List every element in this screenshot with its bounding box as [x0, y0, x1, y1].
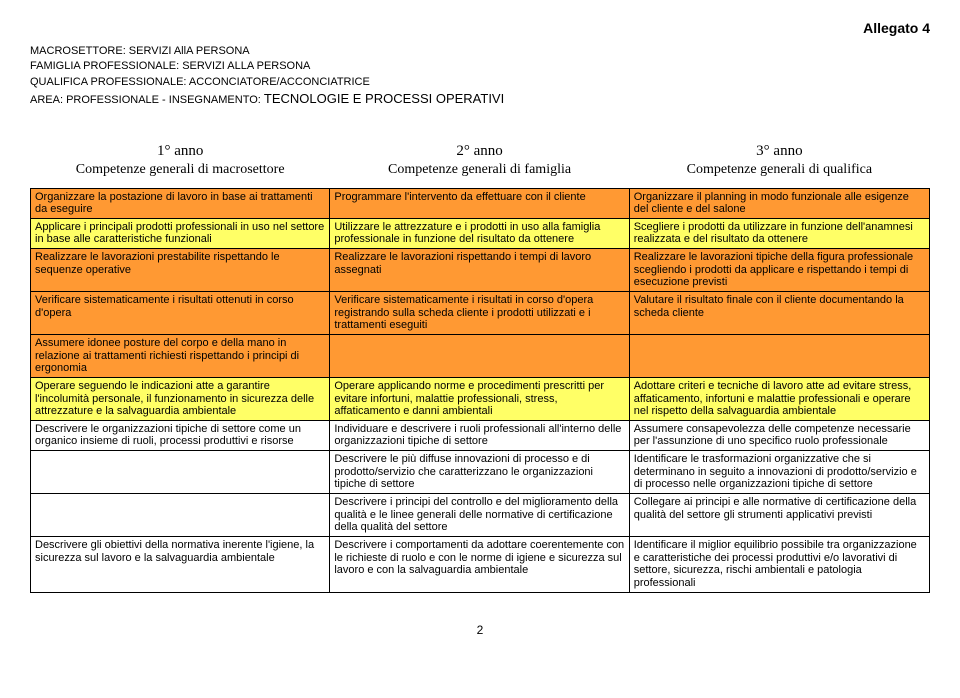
table-cell: Descrivere le più diffuse innovazioni di…: [330, 451, 629, 494]
table-cell: [629, 334, 929, 377]
table-cell: Realizzare le lavorazioni tipiche della …: [629, 249, 929, 292]
table-row: Descrivere le più diffuse innovazioni di…: [31, 451, 930, 494]
th-comp2: Competenze generali di famiglia: [330, 162, 629, 189]
table-row: Verificare sistematicamente i risultati …: [31, 292, 930, 335]
table-cell: Assumere consapevolezza delle competenze…: [629, 420, 929, 450]
table-row: Realizzare le lavorazioni prestabilite r…: [31, 249, 930, 292]
table-cell: Valutare il risultato finale con il clie…: [629, 292, 929, 335]
table-body: Organizzare la postazione di lavoro in b…: [31, 188, 930, 592]
table-cell: Utilizzare le attrezzature e i prodotti …: [330, 218, 629, 248]
area-prefix: AREA: PROFESSIONALE - INSEGNAMENTO:: [30, 94, 264, 106]
table-cell: Descrivere i principi del controllo e de…: [330, 494, 629, 537]
table-cell: Identificare le trasformazioni organizza…: [629, 451, 929, 494]
table-cell: Operare seguendo le indicazioni atte a g…: [31, 377, 330, 420]
th-comp3: Competenze generali di qualifica: [629, 162, 929, 189]
table-row: Descrivere gli obiettivi della normativa…: [31, 536, 930, 592]
table-row: Descrivere i principi del controllo e de…: [31, 494, 930, 537]
table-row: Descrivere le organizzazioni tipiche di …: [31, 420, 930, 450]
table-cell: Programmare l'intervento da effettuare c…: [330, 188, 629, 218]
table-row: Organizzare la postazione di lavoro in b…: [31, 188, 930, 218]
th-year1: 1° anno: [31, 139, 330, 162]
header-macrosettore: MACROSETTORE: SERVIZI AllA PERSONA: [30, 44, 930, 59]
table-cell: Applicare i principali prodotti professi…: [31, 218, 330, 248]
table-cell: Organizzare il planning in modo funziona…: [629, 188, 929, 218]
th-comp1: Competenze generali di macrosettore: [31, 162, 330, 189]
table-row: Applicare i principali prodotti professi…: [31, 218, 930, 248]
header-famiglia: FAMIGLIA PROFESSIONALE: SERVIZI ALLA PER…: [30, 59, 930, 74]
table-cell: Verificare sistematicamente i risultati …: [31, 292, 330, 335]
header-block: MACROSETTORE: SERVIZI AllA PERSONA FAMIG…: [30, 44, 930, 109]
table-cell: Operare applicando norme e procedimenti …: [330, 377, 629, 420]
area-bold: TECNOLOGIE E PROCESSI OPERATIVI: [264, 91, 504, 106]
table-cell: Identificare il miglior equilibrio possi…: [629, 536, 929, 592]
table-cell: Scegliere i prodotti da utilizzare in fu…: [629, 218, 929, 248]
allegato-label: Allegato 4: [30, 20, 930, 36]
table-cell: Verificare sistematicamente i risultati …: [330, 292, 629, 335]
table-cell: Descrivere i comportamenti da adottare c…: [330, 536, 629, 592]
table-cell: [31, 451, 330, 494]
table-cell: [31, 494, 330, 537]
header-area: AREA: PROFESSIONALE - INSEGNAMENTO: TECN…: [30, 90, 930, 108]
table-row: Operare seguendo le indicazioni atte a g…: [31, 377, 930, 420]
table-cell: Descrivere le organizzazioni tipiche di …: [31, 420, 330, 450]
table-cell: Adottare criteri e tecniche di lavoro at…: [629, 377, 929, 420]
table-cell: [330, 334, 629, 377]
header-qualifica: QUALIFICA PROFESSIONALE: ACCONCIATORE/AC…: [30, 75, 930, 90]
page-number: 2: [30, 623, 930, 637]
th-year2: 2° anno: [330, 139, 629, 162]
table-cell: Realizzare le lavorazioni prestabilite r…: [31, 249, 330, 292]
table-row: Assumere idonee posture del corpo e dell…: [31, 334, 930, 377]
competenze-table: 1° anno 2° anno 3° anno Competenze gener…: [30, 139, 930, 593]
table-cell: Individuare e descrivere i ruoli profess…: [330, 420, 629, 450]
th-year3: 3° anno: [629, 139, 929, 162]
table-cell: Collegare ai principi e alle normative d…: [629, 494, 929, 537]
table-cell: Assumere idonee posture del corpo e dell…: [31, 334, 330, 377]
table-cell: Realizzare le lavorazioni rispettando i …: [330, 249, 629, 292]
table-cell: Descrivere gli obiettivi della normativa…: [31, 536, 330, 592]
table-cell: Organizzare la postazione di lavoro in b…: [31, 188, 330, 218]
